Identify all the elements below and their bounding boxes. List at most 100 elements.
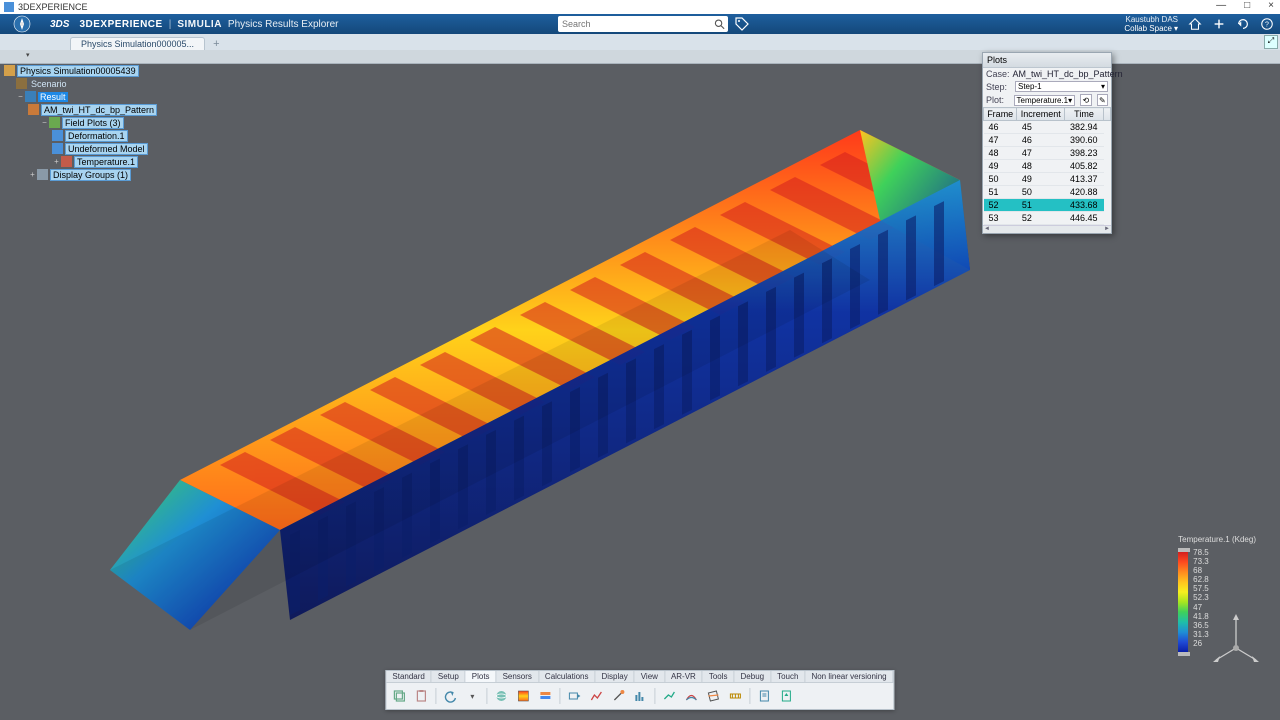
bottombar-tab[interactable]: Non linear versioning: [805, 671, 893, 682]
expand-button[interactable]: ⤢: [1264, 35, 1278, 49]
help-icon[interactable]: ?: [1260, 17, 1274, 31]
add-icon[interactable]: [1212, 17, 1226, 31]
document-tabs: Physics Simulation000005... + ⤢: [0, 34, 1280, 50]
bottombar-tab[interactable]: Touch: [771, 671, 805, 682]
app-icon: [4, 2, 14, 12]
view-triad-icon[interactable]: [1208, 608, 1264, 664]
bottombar-tab[interactable]: AR-VR: [665, 671, 703, 682]
envelope-icon[interactable]: [681, 686, 701, 706]
bottombar-tab[interactable]: Plots: [466, 671, 497, 682]
paste-button[interactable]: [411, 686, 431, 706]
displaygroups-icon: [37, 169, 48, 180]
bottombar-tab[interactable]: Setup: [432, 671, 466, 682]
home-icon[interactable]: [1188, 17, 1202, 31]
copy-button[interactable]: [389, 686, 409, 706]
search-icon[interactable]: [713, 17, 726, 31]
minimize-button[interactable]: —: [1212, 0, 1230, 11]
step-label: Step:: [986, 82, 1012, 92]
undo-button[interactable]: [440, 686, 460, 706]
window-title: 3DEXPERIENCE: [18, 2, 88, 12]
plot-select[interactable]: Temperature.1▾: [1014, 95, 1076, 106]
actbar-dropdown[interactable]: ▾: [26, 51, 46, 63]
table-row[interactable]: 5352446.45: [984, 212, 1111, 225]
table-row[interactable]: 4948405.82: [984, 160, 1111, 173]
plot-value: Temperature.1: [1017, 96, 1069, 105]
col-increment[interactable]: Increment: [1017, 108, 1065, 121]
export-icon[interactable]: [776, 686, 796, 706]
table-row[interactable]: 4645382.94: [984, 121, 1111, 134]
table-row[interactable]: 4746390.60: [984, 134, 1111, 147]
legend-tick: 62.8: [1193, 575, 1209, 584]
contour-icon[interactable]: [513, 686, 533, 706]
tree-toggle[interactable]: +: [52, 157, 61, 166]
step-value: Step-1: [1018, 82, 1042, 91]
case-value: AM_twi_HT_dc_bp_Pattern: [1013, 69, 1123, 79]
search-input[interactable]: [558, 19, 713, 29]
tree-toggle[interactable]: −: [40, 118, 49, 127]
search-box[interactable]: [558, 16, 728, 32]
window-titlebar: 3DEXPERIENCE — □ ×: [0, 0, 1280, 14]
table-hscroll[interactable]: [983, 225, 1111, 233]
col-time[interactable]: Time: [1065, 108, 1104, 121]
collab-label: Collab Space: [1124, 24, 1172, 33]
undeformed-icon: [52, 143, 63, 154]
tag-icon[interactable]: [734, 16, 750, 32]
sync-icon[interactable]: ⟲: [1080, 94, 1091, 106]
legend-tick: 36.5: [1193, 621, 1209, 630]
app-name: Physics Results Explorer: [228, 19, 339, 30]
temperature-icon: [61, 156, 72, 167]
bottombar-tab[interactable]: Debug: [735, 671, 772, 682]
table-row[interactable]: 4847398.23: [984, 147, 1111, 160]
probe-icon[interactable]: [608, 686, 628, 706]
bottombar-tab[interactable]: Standard: [386, 671, 431, 682]
tree-result[interactable]: Result: [38, 92, 68, 102]
redo-drop-button[interactable]: ▾: [462, 686, 482, 706]
suite-label: SIMULIA: [177, 19, 222, 30]
bottombar-tab[interactable]: Calculations: [539, 671, 596, 682]
legend-tick: 68: [1193, 566, 1209, 575]
tree-scenario[interactable]: Scenario: [29, 79, 69, 89]
close-button[interactable]: ×: [1264, 0, 1278, 11]
legend-tick: 78.5: [1193, 548, 1209, 557]
tree-toggle[interactable]: +: [28, 170, 37, 179]
compass-icon[interactable]: [0, 14, 44, 34]
new-tab-button[interactable]: +: [207, 38, 225, 50]
table-row[interactable]: 5150420.88: [984, 186, 1111, 199]
layers-icon[interactable]: [535, 686, 555, 706]
viewport-model[interactable]: [100, 100, 1000, 660]
trend-icon[interactable]: [659, 686, 679, 706]
bottombar-tab[interactable]: Tools: [703, 671, 735, 682]
chevron-down-icon: ▾: [1174, 24, 1178, 33]
bottombar-icons: ▾: [386, 683, 893, 709]
deformation-icon: [52, 130, 63, 141]
table-row[interactable]: 5251433.68: [984, 199, 1111, 212]
table-row[interactable]: 5049413.37: [984, 173, 1111, 186]
bottombar-tab[interactable]: View: [635, 671, 665, 682]
tree-root[interactable]: Physics Simulation00005439: [17, 65, 139, 77]
col-frame[interactable]: Frame: [984, 108, 1017, 121]
cutplane-icon[interactable]: [703, 686, 723, 706]
brand-label: 3DEXPERIENCE: [79, 19, 162, 30]
legend-tick: 73.3: [1193, 557, 1209, 566]
globe-icon[interactable]: [491, 686, 511, 706]
document-tab[interactable]: Physics Simulation000005...: [70, 37, 205, 50]
legend-tick: 26: [1193, 639, 1209, 648]
legend-tick: 57.5: [1193, 584, 1209, 593]
share-icon[interactable]: [1236, 17, 1250, 31]
histogram-icon[interactable]: [630, 686, 650, 706]
edit-icon[interactable]: ✎: [1097, 94, 1108, 106]
bottom-actionbar: StandardSetupPlotsSensorsCalculationsDis…: [385, 670, 894, 710]
step-select[interactable]: Step-1▾: [1015, 81, 1108, 92]
plots-panel: Plots Case:AM_twi_HT_dc_bp_Pattern Step:…: [982, 52, 1112, 234]
measure-icon[interactable]: [725, 686, 745, 706]
bottombar-tab[interactable]: Display: [596, 671, 635, 682]
animate-icon[interactable]: [564, 686, 584, 706]
tree-toggle[interactable]: −: [16, 92, 25, 101]
maximize-button[interactable]: □: [1240, 0, 1254, 11]
report-icon[interactable]: [754, 686, 774, 706]
legend-tick: 47: [1193, 603, 1209, 612]
plot-label: Plot:: [986, 95, 1011, 105]
user-block[interactable]: Kaustubh DAS Collab Space ▾: [1124, 15, 1178, 33]
xyplot-icon[interactable]: [586, 686, 606, 706]
bottombar-tab[interactable]: Sensors: [497, 671, 539, 682]
